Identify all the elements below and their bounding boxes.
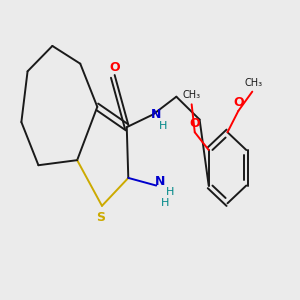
Text: H: H [159, 121, 167, 130]
Text: O: O [233, 96, 244, 109]
Text: H: H [166, 187, 174, 196]
Text: O: O [189, 117, 200, 130]
Text: CH₃: CH₃ [245, 78, 263, 88]
Text: S: S [96, 211, 105, 224]
Text: H: H [160, 198, 169, 208]
Text: CH₃: CH₃ [183, 90, 201, 100]
Text: N: N [155, 176, 165, 188]
Text: N: N [150, 108, 161, 121]
Text: O: O [109, 61, 120, 74]
